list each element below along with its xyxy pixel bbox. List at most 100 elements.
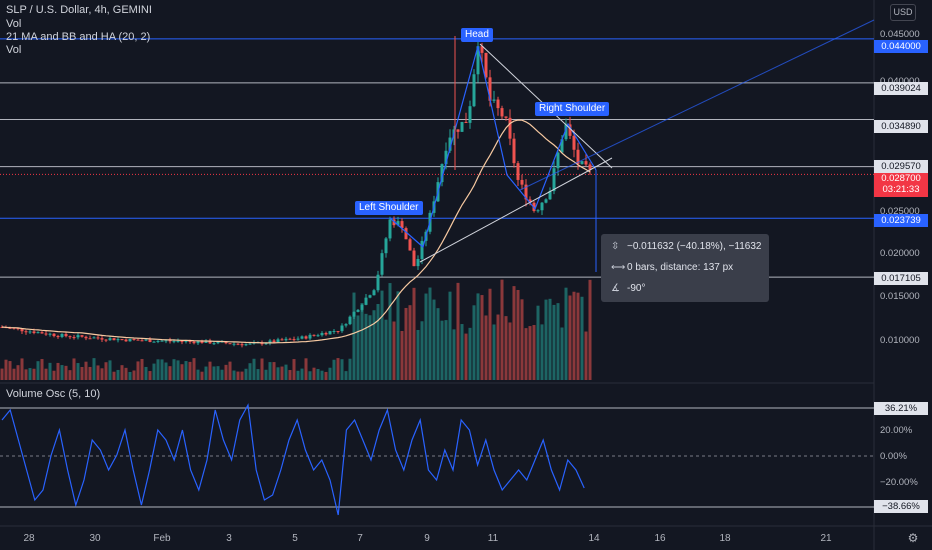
volume-bar <box>228 361 232 380</box>
volume-bar <box>204 366 208 380</box>
volume-bar <box>36 361 40 380</box>
volume-bar <box>468 327 472 380</box>
volume-bar <box>480 295 484 380</box>
price-tag-017105[interactable]: 0.017105 <box>874 272 928 285</box>
volume-bar <box>392 321 396 380</box>
candle-body <box>536 210 540 212</box>
candle-body <box>380 253 384 275</box>
x-axis-label: 16 <box>654 533 666 544</box>
head-label[interactable]: Head <box>461 28 493 42</box>
x-axis-label: 14 <box>588 533 600 544</box>
candle-body <box>332 330 336 332</box>
osc-tag-low[interactable]: −38.66% <box>874 500 928 513</box>
left-shoulder-label[interactable]: Left Shoulder <box>355 201 423 215</box>
candle-body <box>568 124 572 136</box>
volume-bar <box>380 290 384 380</box>
currency-button[interactable]: USD <box>890 4 916 21</box>
price-axis-label: 0.025000 <box>880 206 920 217</box>
volume-bar <box>168 366 172 380</box>
candle-body <box>236 343 240 345</box>
volume-bar <box>92 358 96 380</box>
volume-bar <box>540 324 544 380</box>
volume-bar <box>8 361 12 380</box>
volume-bar <box>384 319 388 380</box>
candle-body <box>296 338 300 340</box>
symbol-legend[interactable]: SLP / U.S. Dollar, 4h, GEMINI <box>6 4 152 16</box>
volume-bar <box>316 368 320 380</box>
volume-bar <box>184 361 188 380</box>
volume-bar <box>472 305 476 380</box>
volume-bar <box>460 324 464 380</box>
candle-body <box>500 108 504 117</box>
candle-body <box>128 338 132 342</box>
price-tag-044000[interactable]: 0.044000 <box>874 40 928 53</box>
oscillator-legend[interactable]: Volume Osc (5, 10) <box>6 388 101 400</box>
candle-body <box>248 343 252 345</box>
volume-bar <box>376 304 380 380</box>
volume-bar <box>584 331 588 380</box>
x-axis-label: 9 <box>424 533 430 544</box>
candle-body <box>480 46 484 53</box>
volume-legend[interactable]: Vol <box>6 18 22 30</box>
settings-gear-icon[interactable]: ⚙ <box>907 531 919 545</box>
volume-bar <box>436 308 440 380</box>
volume-bar <box>196 369 200 380</box>
volume-bar <box>528 326 532 380</box>
candle-body <box>200 341 204 343</box>
candle-body <box>72 337 76 339</box>
osc-tag-high[interactable]: 36.21% <box>874 402 928 415</box>
volume-bar <box>180 364 184 380</box>
candle-body <box>312 334 316 336</box>
volume-bar <box>80 366 84 380</box>
volume-bar <box>104 362 108 380</box>
right-shoulder-label[interactable]: Right Shoulder <box>535 102 610 116</box>
angle-icon: ∡ <box>611 283 620 294</box>
volume-bar <box>412 287 416 380</box>
price-tag-039024[interactable]: 0.039024 <box>874 82 928 95</box>
volume-bar <box>116 369 120 380</box>
volume-bar <box>200 371 204 380</box>
candle-body <box>232 343 236 345</box>
candle-body <box>64 334 68 337</box>
volume-bar <box>520 299 524 380</box>
candle-body <box>184 340 188 342</box>
volume-legend-2[interactable]: Vol <box>6 44 22 56</box>
price-tag-034890[interactable]: 0.034890 <box>874 120 928 133</box>
volume-bar <box>328 367 332 380</box>
volume-bar <box>280 366 284 380</box>
candle-body <box>112 338 116 341</box>
candle-body <box>164 340 168 342</box>
candle-body <box>388 219 392 239</box>
candle-body <box>400 221 404 229</box>
volume-bar <box>536 305 540 380</box>
candle-body <box>176 341 180 343</box>
volume-bar <box>432 299 436 380</box>
candle-body <box>20 328 24 332</box>
candle-body <box>308 334 312 339</box>
volume-bar <box>296 370 300 380</box>
volume-bar <box>4 359 8 380</box>
price-tag-029570[interactable]: 0.029570 <box>874 160 928 173</box>
volume-bar <box>560 327 564 380</box>
price-tag-023739[interactable]: 0.023739 <box>874 214 928 227</box>
volume-bar <box>476 293 480 380</box>
volume-bar <box>16 365 20 380</box>
volume-bar <box>336 358 340 380</box>
candle-body <box>48 333 52 335</box>
volume-bar <box>304 358 308 380</box>
candle-body <box>24 331 28 333</box>
candle-body <box>376 274 380 291</box>
volume-bar <box>272 362 276 380</box>
indicator-legend[interactable]: 21 MA and BB and HA (20, 2) <box>6 31 151 43</box>
candle-body <box>320 333 324 336</box>
candle-body <box>444 150 448 165</box>
current-price-tag[interactable]: 0.028700 03:21:33 <box>874 173 928 197</box>
volume-bar <box>576 292 580 380</box>
candle-body <box>116 339 120 341</box>
volume-oscillator-line <box>1 403 585 516</box>
volume-bar <box>512 286 516 380</box>
candle-body <box>316 335 320 337</box>
volume-bar <box>360 303 364 380</box>
